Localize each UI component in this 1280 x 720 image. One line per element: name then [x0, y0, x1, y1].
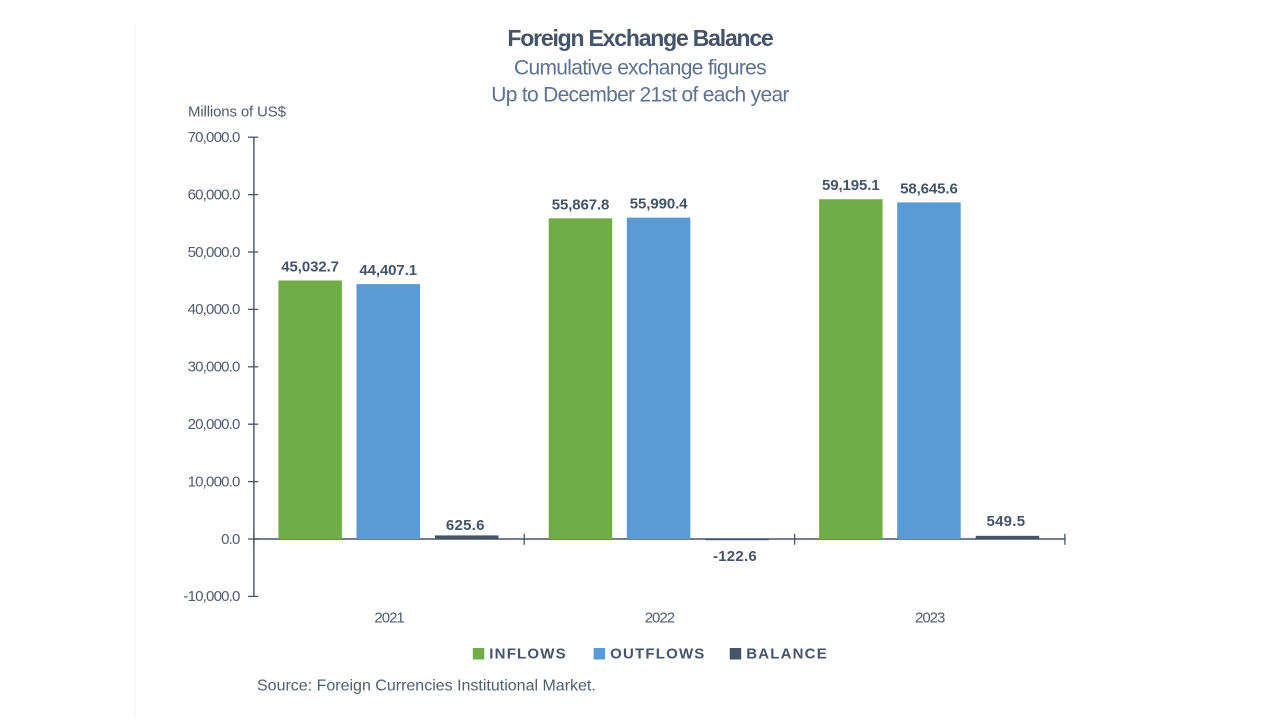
svg-text:Up to December 21st of each ye: Up to December 21st of each year	[491, 84, 789, 107]
svg-text:BALANCE: BALANCE	[746, 646, 828, 663]
svg-text:0.0: 0.0	[221, 531, 240, 548]
svg-text:Millions of US$: Millions of US$	[188, 103, 287, 120]
svg-text:40,000.0: 40,000.0	[188, 301, 240, 318]
svg-text:-122.6: -122.6	[713, 548, 757, 565]
svg-text:2021: 2021	[374, 610, 404, 627]
svg-text:2023: 2023	[915, 610, 945, 627]
svg-text:OUTFLOWS: OUTFLOWS	[610, 646, 705, 663]
svg-text:Foreign Exchange Balance: Foreign Exchange Balance	[507, 25, 773, 51]
svg-text:-10,000.0: -10,000.0	[183, 588, 240, 605]
svg-text:60,000.0: 60,000.0	[188, 186, 240, 203]
svg-text:70,000.0: 70,000.0	[188, 129, 240, 146]
svg-text:Cumulative exchange figures: Cumulative exchange figures	[514, 56, 766, 79]
svg-text:549.5: 549.5	[987, 513, 1026, 530]
svg-text:58,645.6: 58,645.6	[900, 180, 958, 197]
svg-text:30,000.0: 30,000.0	[188, 359, 240, 376]
svg-text:45,032.7: 45,032.7	[281, 259, 339, 276]
svg-text:44,407.1: 44,407.1	[359, 262, 417, 279]
svg-text:50,000.0: 50,000.0	[188, 244, 240, 261]
svg-text:2022: 2022	[645, 610, 675, 627]
svg-text:55,990.4: 55,990.4	[630, 196, 688, 213]
svg-text:59,195.1: 59,195.1	[822, 177, 880, 194]
svg-text:55,867.8: 55,867.8	[552, 196, 610, 213]
svg-text:Source: Foreign Currencies Ins: Source: Foreign Currencies Institutional…	[257, 677, 596, 694]
svg-text:20,000.0: 20,000.0	[188, 416, 240, 433]
svg-text:625.6: 625.6	[446, 517, 485, 534]
svg-text:10,000.0: 10,000.0	[188, 473, 240, 490]
svg-text:INFLOWS: INFLOWS	[489, 646, 567, 663]
